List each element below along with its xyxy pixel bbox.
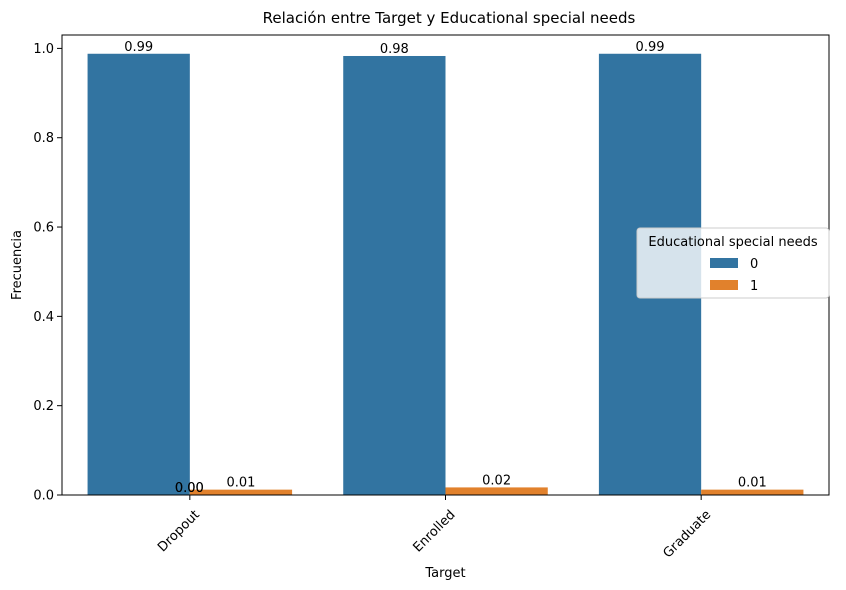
data-label: 0.02 [482,473,511,488]
y-tick-label: 0.0 [33,489,54,504]
legend-swatch-1 [710,280,738,290]
bar-dropout-1 [189,489,293,495]
y-tick-label: 0.4 [33,310,54,325]
y-tick-label: 0.2 [33,399,54,414]
bar-graduate-1 [701,489,804,495]
data-label: 0.99 [636,40,665,55]
x-tick-label: Graduate [661,507,715,561]
annotation-label: 0.00 [175,481,204,496]
data-label: 0.99 [124,40,153,55]
legend-label-0: 0 [750,257,758,272]
legend: Educational special needs 0 1 [636,227,830,299]
data-labels-group: 0.990.010.980.020.990.010.000.00 [124,40,767,496]
data-label: 0.98 [380,42,409,57]
legend-title: Educational special needs [648,235,817,250]
bars-group [87,53,804,495]
y-tick-label: 0.8 [33,131,54,146]
x-axis-title: Target [424,566,465,581]
legend-swatch-0 [710,258,738,268]
y-axis: 0.0 0.2 0.4 0.6 0.8 1.0 [33,42,62,504]
y-tick-label: 1.0 [33,42,54,57]
bar-enrolled-0 [343,55,446,495]
x-tick-label: Enrolled [410,507,458,555]
bar-dropout-0 [87,53,190,495]
data-label: 0.01 [738,476,767,491]
x-tick-label: Dropout [155,507,203,555]
bar-enrolled-1 [445,487,548,495]
annotation-label: 0.00 [175,481,204,496]
x-axis: Dropout Enrolled Graduate [155,495,714,561]
y-axis-title: Frecuencia [10,230,25,300]
chart-title: Relación entre Target y Educational spec… [263,9,636,27]
legend-label-1: 1 [750,279,758,294]
y-tick-label: 0.6 [33,221,54,236]
data-label: 0.01 [226,476,255,491]
